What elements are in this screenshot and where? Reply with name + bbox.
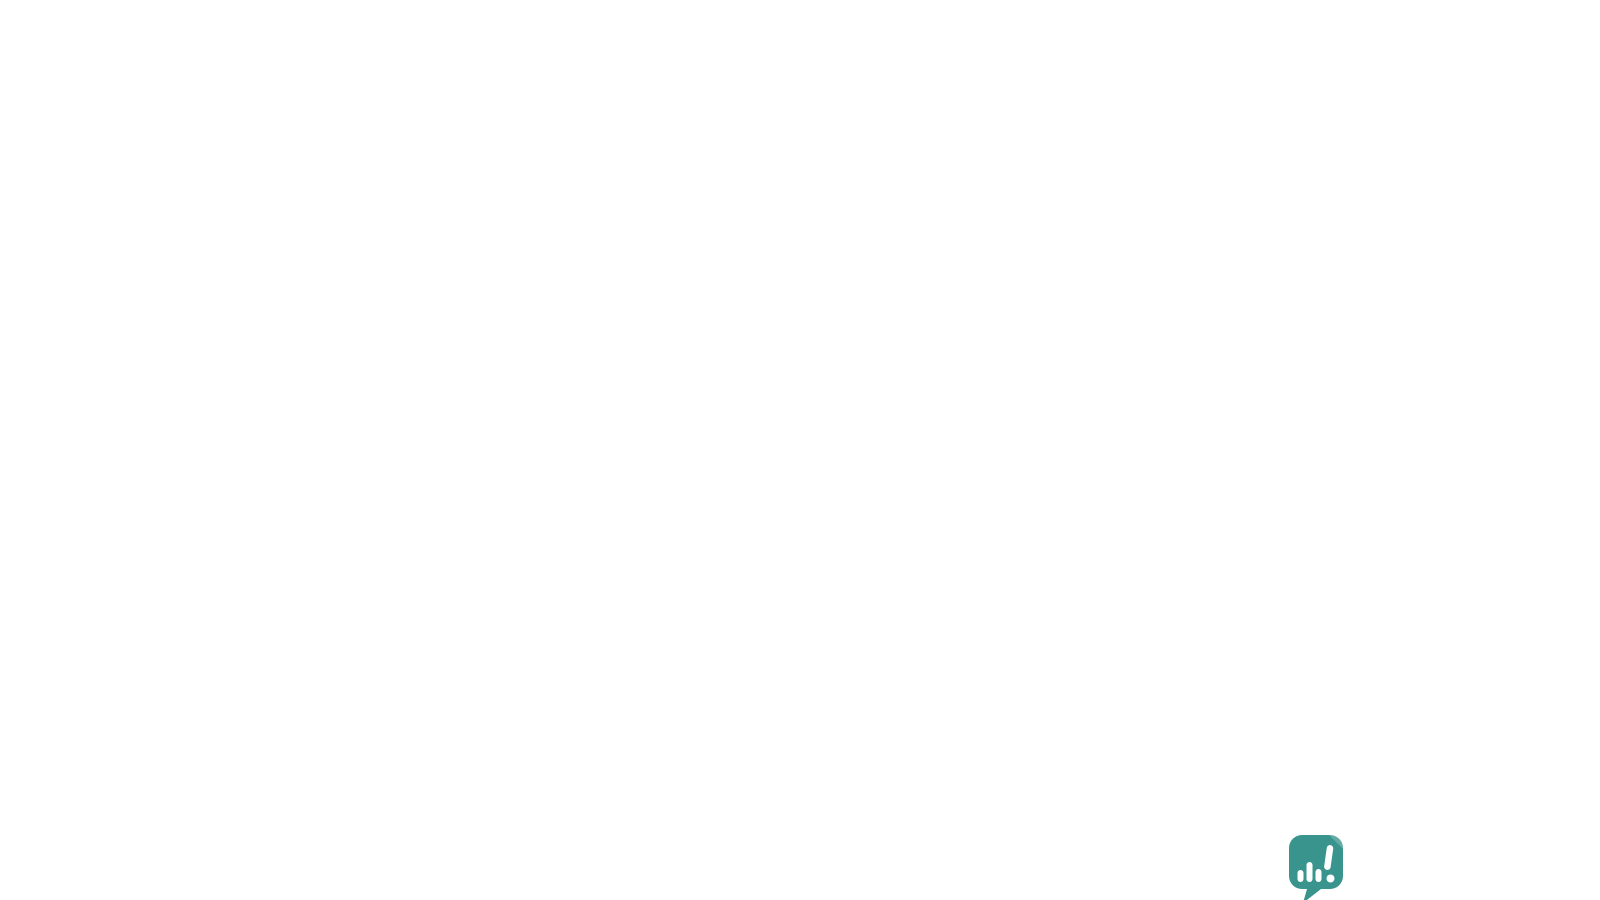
newsworthy-logo [1287, 834, 1345, 900]
bar-chart-bubble-icon [1289, 835, 1343, 900]
